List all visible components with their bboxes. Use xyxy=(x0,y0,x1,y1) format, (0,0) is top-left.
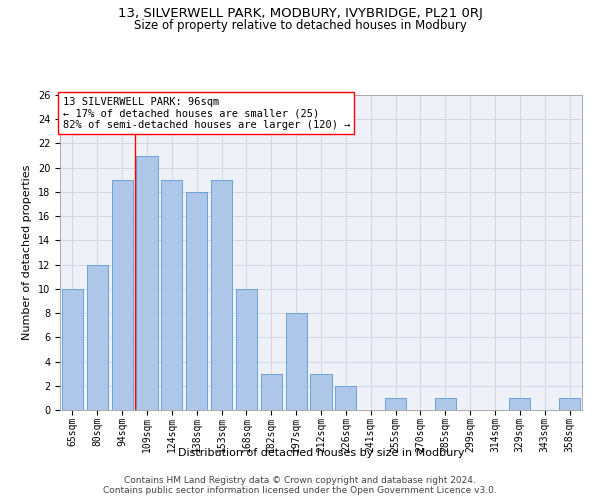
Bar xyxy=(62,289,83,410)
Bar xyxy=(161,180,182,410)
Y-axis label: Number of detached properties: Number of detached properties xyxy=(22,165,32,340)
Bar xyxy=(559,398,580,410)
Bar xyxy=(509,398,530,410)
Bar xyxy=(286,313,307,410)
Text: 13 SILVERWELL PARK: 96sqm
← 17% of detached houses are smaller (25)
82% of semi-: 13 SILVERWELL PARK: 96sqm ← 17% of detac… xyxy=(62,96,350,130)
Text: Size of property relative to detached houses in Modbury: Size of property relative to detached ho… xyxy=(134,19,466,32)
Bar xyxy=(87,264,108,410)
Bar xyxy=(112,180,133,410)
Bar xyxy=(261,374,282,410)
Bar xyxy=(435,398,456,410)
Text: 13, SILVERWELL PARK, MODBURY, IVYBRIDGE, PL21 0RJ: 13, SILVERWELL PARK, MODBURY, IVYBRIDGE,… xyxy=(118,8,482,20)
Text: Contains HM Land Registry data © Crown copyright and database right 2024.: Contains HM Land Registry data © Crown c… xyxy=(124,476,476,485)
Bar xyxy=(385,398,406,410)
Bar xyxy=(335,386,356,410)
Bar xyxy=(236,289,257,410)
Text: Contains public sector information licensed under the Open Government Licence v3: Contains public sector information licen… xyxy=(103,486,497,495)
Bar xyxy=(186,192,207,410)
Bar xyxy=(211,180,232,410)
Bar xyxy=(136,156,158,410)
Text: Distribution of detached houses by size in Modbury: Distribution of detached houses by size … xyxy=(178,448,464,458)
Bar xyxy=(310,374,332,410)
